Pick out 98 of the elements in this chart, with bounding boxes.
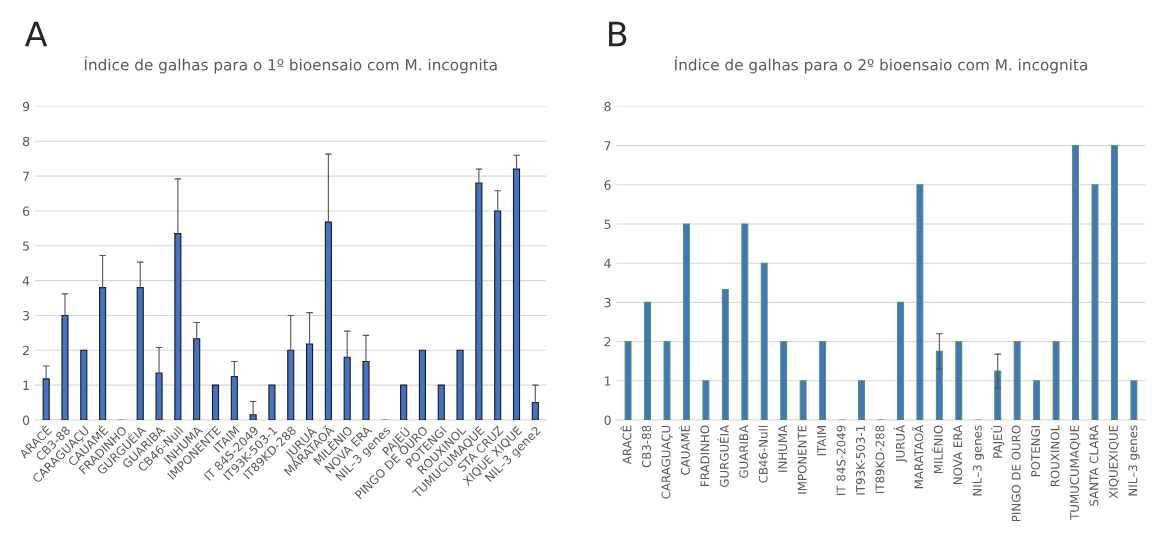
bar	[1052, 341, 1060, 420]
x-tick-label: GURGUÉIA	[717, 424, 729, 487]
bar	[531, 402, 539, 420]
bar	[935, 350, 943, 420]
bar	[324, 221, 332, 420]
bar	[624, 341, 632, 420]
x-tick-label: SANTA CLARA	[1089, 424, 1099, 506]
x-tick-label: NIL–3 genes	[972, 425, 984, 496]
bar	[80, 349, 88, 420]
bar	[819, 341, 827, 420]
x-tick-label: XIQUEXIQUE	[1108, 425, 1120, 499]
x-tick-label: CAUAMÉ	[678, 425, 690, 475]
x-tick-label: PAJEÚ	[990, 425, 1005, 458]
bar	[456, 349, 464, 420]
bar	[1110, 145, 1118, 420]
bar	[1072, 145, 1079, 420]
x-tick-label: MILÊNIO	[931, 425, 943, 474]
bar	[682, 223, 690, 420]
bar	[400, 384, 408, 420]
y-tick-label: 5	[23, 241, 29, 251]
x-tick-label: CARAGUAÇU	[661, 425, 673, 499]
y-tick-label: 2	[22, 345, 29, 356]
bar	[418, 349, 427, 420]
y-tick-label: 6	[22, 206, 30, 216]
x-tick-label: CB46-Null	[758, 425, 768, 483]
x-tick-label: NIL–3 genes	[1128, 425, 1140, 496]
bar	[475, 182, 483, 420]
x-tick-label: FRADINHO	[700, 425, 710, 486]
y-tick-label: 0	[604, 415, 611, 425]
x-tick-label: IT93K-503-1	[856, 425, 865, 495]
x-tick-label: IT 84S-2049	[836, 425, 846, 495]
x-tick-label: PINGO DE OURO	[1011, 425, 1021, 522]
bar	[136, 287, 144, 420]
bar	[287, 349, 295, 420]
bar	[799, 380, 807, 420]
bar	[858, 380, 865, 420]
y-tick-label: 6	[604, 180, 611, 190]
bar	[760, 262, 768, 420]
text: B	[609, 21, 627, 47]
x-tick-label: POTENGI	[1031, 426, 1041, 477]
x-tick-label: GUARIBA	[739, 424, 749, 478]
bar	[193, 338, 201, 420]
bar	[1130, 380, 1138, 420]
bar	[174, 233, 182, 420]
bar	[916, 184, 924, 420]
bar	[512, 168, 521, 420]
y-tick-label: 8	[604, 101, 611, 112]
bar	[362, 360, 370, 420]
y-tick-label: 4	[604, 258, 611, 268]
x-tick-label: TUMUCUMAQUE	[1070, 425, 1081, 520]
bar	[741, 223, 749, 420]
y-tick-label: 3	[604, 297, 611, 308]
x-tick-label: NOVA ERA	[953, 424, 963, 485]
bar	[249, 414, 257, 420]
x-tick-label: ARACÊ	[620, 425, 632, 465]
x-tick-label: MARATAOÃ	[912, 424, 924, 489]
x-tick-label: IT89KD-288	[875, 425, 885, 494]
y-tick-label: 5	[604, 219, 611, 229]
y-tick-label: 8	[22, 136, 30, 147]
bar	[494, 210, 502, 420]
y-tick-label: 4	[22, 276, 30, 286]
bar	[343, 356, 351, 420]
x-tick-label: IMPONENTE	[797, 425, 807, 494]
y-tick-label: 1	[604, 376, 611, 386]
x-tick-label: JURUÁ	[893, 424, 907, 463]
bar	[721, 288, 729, 420]
y-tick-label: 0	[22, 415, 30, 425]
bar	[1033, 380, 1041, 420]
y-tick-label: 7	[604, 141, 611, 151]
chart-title: Índice de galhas para o 1º bioensaio com M. incognita	[84, 56, 497, 74]
bar	[663, 341, 671, 420]
bar	[644, 301, 651, 420]
bar	[230, 375, 238, 420]
y-tick-label: 7	[23, 171, 29, 181]
x-tick-label: ROUXINOL	[1050, 424, 1060, 487]
text: A	[24, 21, 48, 47]
bar	[155, 372, 163, 420]
bar	[896, 301, 904, 420]
bar	[1091, 184, 1099, 420]
x-tick-label: ITAIM	[817, 426, 826, 456]
chart-title: Índice de galhas para o 2º bioensaio com M. incognita	[674, 56, 1087, 74]
bar	[61, 314, 69, 420]
bar	[780, 341, 788, 420]
y-tick-label: 3	[23, 310, 30, 321]
bar	[99, 287, 107, 420]
x-tick-label: INHUMA	[778, 424, 788, 472]
bar	[305, 343, 314, 420]
bar	[42, 378, 50, 420]
bar	[1013, 341, 1021, 420]
bar	[702, 380, 710, 420]
bar	[955, 341, 963, 420]
y-tick-label: 2	[604, 337, 611, 347]
bar	[211, 384, 220, 420]
y-tick-label: 1	[23, 380, 29, 390]
bar	[268, 384, 276, 420]
bar	[437, 384, 445, 420]
y-tick-label: 9	[22, 101, 30, 112]
x-tick-label: CB3-88	[642, 425, 651, 468]
